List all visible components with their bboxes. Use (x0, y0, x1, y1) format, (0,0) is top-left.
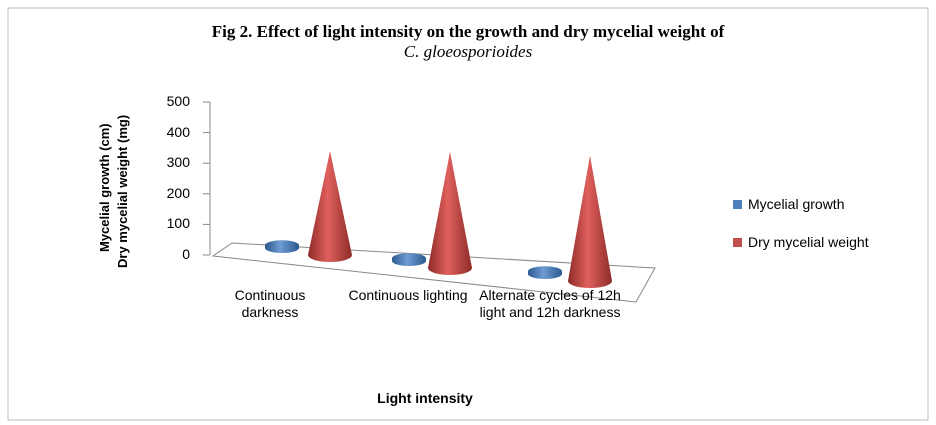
chart-subtitle: C. gloeosporioides (403, 42, 533, 61)
y-tick-label: 400 (166, 123, 190, 140)
y-axis-label: Mycelial growth (cm) (97, 123, 112, 252)
legend-label: Mycelial growth (748, 196, 845, 212)
y-tick-label: 0 (182, 246, 190, 262)
y-tick-label: 300 (166, 154, 190, 171)
frame (7, 7, 929, 421)
disc (392, 253, 426, 266)
x-tick-label: Continuous lighting (348, 287, 468, 303)
y-tick-label: 200 (166, 184, 190, 201)
y-tick-label: 500 (166, 93, 190, 109)
cone (308, 150, 352, 262)
legend-swatch (733, 200, 742, 209)
y-tick-label: 100 (166, 215, 190, 232)
cone (568, 155, 612, 288)
x-tick-label: Alternate cycles of 12h light and 12h da… (479, 287, 621, 320)
disc (265, 240, 299, 253)
x-axis-label: Light intensity (377, 390, 473, 406)
legend-label: Dry mycelial weight (748, 234, 869, 250)
y-axis-label: Dry mycelial weight (mg) (115, 114, 130, 268)
x-tick-label: Continuous darkness (234, 287, 306, 320)
legend-swatch (733, 238, 742, 247)
chart-title: Fig 2. Effect of light intensity on the … (211, 22, 725, 41)
disc (528, 266, 562, 279)
cone (428, 151, 472, 275)
